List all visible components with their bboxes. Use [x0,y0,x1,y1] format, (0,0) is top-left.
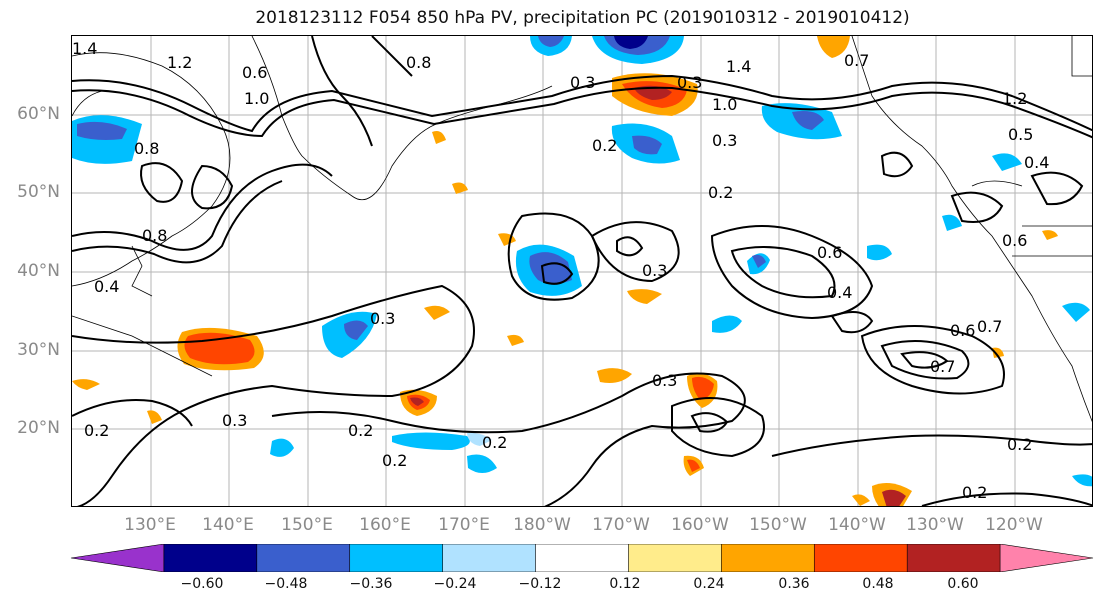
contour-label: 0.2 [482,433,507,452]
contour-label: 0.7 [844,51,869,70]
contour-label: 1.2 [1002,89,1027,108]
contour-label: 0.6 [242,63,267,82]
lon-label-170e: 170°E [438,515,490,535]
contour-label: 0.3 [570,73,595,92]
contour-label: 0.3 [222,411,247,430]
colorbar-tick-label: 0.12 [609,576,641,592]
pv-contours [72,36,1092,506]
colorbar-segment [999,544,1094,572]
contour-labels: 1.4 1.2 0.8 0.6 0.8 0.3 0.3 1.0 1.4 0.7 … [72,39,1049,502]
colorbar-tick-label: 0.60 [947,576,979,592]
contour-label: 0.3 [642,261,667,280]
contour-label: 0.3 [370,309,395,328]
colorbar-tick-label: −0.48 [264,576,308,592]
contour-label: 0.2 [1007,435,1032,454]
colorbar-tick-label: 0.24 [693,576,725,592]
colorbar-tick-label: 0.36 [778,576,810,592]
contour-label: 0.7 [977,317,1002,336]
contour-label: 1.2 [167,53,192,72]
contour-label: 0.3 [652,371,677,390]
colorbar-tick-label: −0.36 [349,576,393,592]
contour-label: 1.4 [726,57,751,76]
lat-label-40n: 40°N [17,261,60,281]
map-panel: 1.4 1.2 0.8 0.6 0.8 0.3 0.3 1.0 1.4 0.7 … [71,35,1093,507]
contour-label: 0.4 [94,277,119,296]
gridlines [72,36,1092,506]
lon-label-150w: 150°W [749,515,807,535]
colorbar-segment [906,544,1001,572]
colorbar-segments [70,544,1094,572]
contour-label: 0.4 [827,283,852,302]
lon-label-150e: 150°E [281,515,333,535]
lon-label-160e: 160°E [359,515,411,535]
lon-label-130e: 130°E [124,515,176,535]
colorbar-segment [349,544,444,572]
contour-label: 0.7 [930,357,955,376]
colorbar-tick-label: 0.48 [862,576,894,592]
lat-label-30n: 30°N [17,340,60,360]
contour-label: 0.2 [84,421,109,440]
colorbar-segment [163,544,258,572]
lon-label-180w: 180°W [513,515,571,535]
contour-label: 1.4 [72,39,97,58]
contour-label: 0.6 [950,321,975,340]
lon-label-140w: 140°W [828,515,886,535]
contour-label: 0.2 [348,421,373,440]
contour-label: 1.0 [712,95,737,114]
contour-label: 0.6 [1002,231,1027,250]
colorbar-tick-label: −0.12 [518,576,562,592]
map-title: 2018123112 F054 850 hPa PV, precipitatio… [255,8,910,28]
contour-label: 0.2 [962,483,987,502]
colorbar-segment [628,544,723,572]
contour-label: 0.8 [142,226,167,245]
lon-label-130w: 130°W [906,515,964,535]
lat-label-20n: 20°N [17,418,60,438]
contour-label: 0.5 [1008,125,1033,144]
precip-shading [72,36,1092,506]
contour-label: 0.2 [592,136,617,155]
contour-label: 0.4 [1024,153,1049,172]
lon-label-170w: 170°W [592,515,650,535]
colorbar [70,544,1094,572]
contour-label: 0.2 [382,451,407,470]
contour-label: 0.3 [677,73,702,92]
colorbar-segment [256,544,351,572]
lon-label-120w: 120°W [985,515,1043,535]
colorbar-segment [813,544,908,572]
colorbar-segment [442,544,537,572]
contour-label: 0.6 [817,243,842,262]
lat-label-50n: 50°N [17,182,60,202]
contour-label: 0.8 [406,53,431,72]
contour-label: 1.0 [244,89,269,108]
colorbar-segment [721,544,816,572]
colorbar-tick-label: −0.24 [433,576,477,592]
contour-label: 0.3 [712,131,737,150]
contour-label: 0.2 [708,183,733,202]
colorbar-segment [535,544,630,572]
colorbar-tick-label: −0.60 [180,576,224,592]
contour-label: 0.8 [134,139,159,158]
lon-label-160w: 160°W [671,515,729,535]
lat-label-60n: 60°N [17,104,60,124]
map-svg: 1.4 1.2 0.8 0.6 0.8 0.3 0.3 1.0 1.4 0.7 … [72,36,1092,506]
lon-label-140e: 140°E [202,515,254,535]
colorbar-segment [70,544,165,572]
